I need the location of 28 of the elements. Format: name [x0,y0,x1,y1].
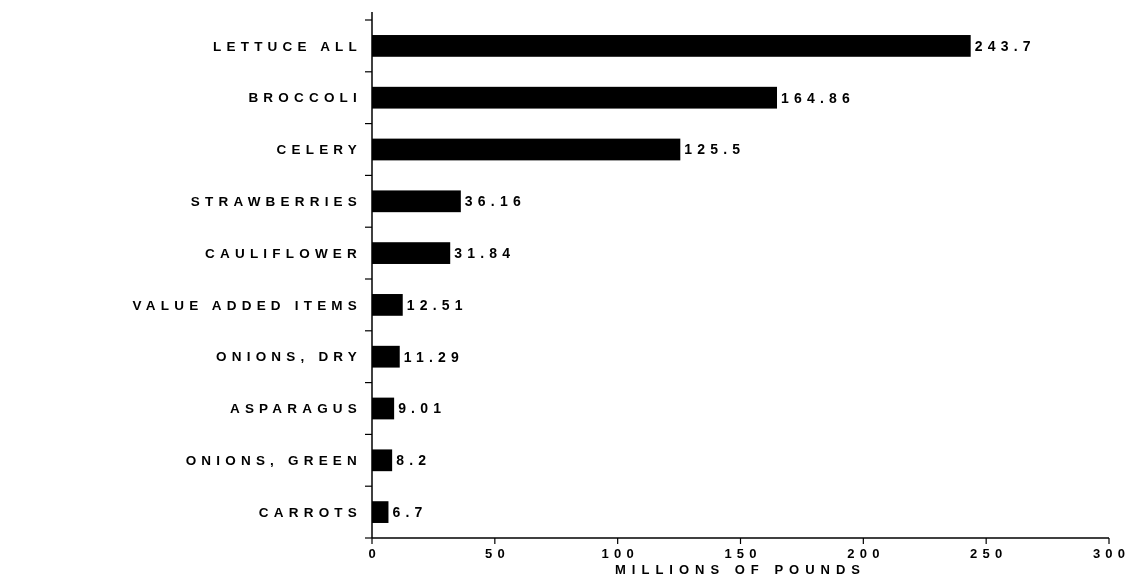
y-tick-label: CELERY [276,142,362,158]
data-label: 36.16 [464,193,526,210]
data-label: 243.7 [974,37,1036,54]
x-tick-label: 50 [485,546,510,561]
data-label: 8.2 [396,452,432,469]
y-tick-label: ONIONS, GREEN [185,453,362,469]
y-tick-label: VALUE ADDED ITEMS [132,297,362,313]
y-tick-label: BROCCOLI [248,90,362,106]
x-axis-title: MILLIONS OF POUNDS [615,562,866,577]
x-tick-label: 300 [1092,546,1131,561]
x-tick-label: 0 [368,546,381,561]
y-tick-label: LETTUCE ALL [213,38,362,54]
data-label: 125.5 [684,141,746,158]
data-label: 6.7 [392,504,428,520]
x-tick-label: 200 [847,546,885,561]
x-tick-label: 250 [970,546,1008,561]
y-tick-label: CAULIFLOWER [205,245,362,261]
y-tick-label: STRAWBERRIES [190,194,362,210]
data-label: 12.51 [406,296,468,313]
x-tick-label: 150 [724,546,762,561]
data-label: 31.84 [454,245,516,261]
x-tick-label: 100 [601,546,639,561]
data-label: 11.29 [403,348,464,365]
data-label: 164.86 [781,89,856,106]
y-tick-label: ONIONS, DRY [216,349,362,365]
y-tick-label: ASPARAGUS [229,401,362,417]
y-tick-label: CARROTS [258,504,362,520]
data-label: 9.01 [398,400,447,417]
